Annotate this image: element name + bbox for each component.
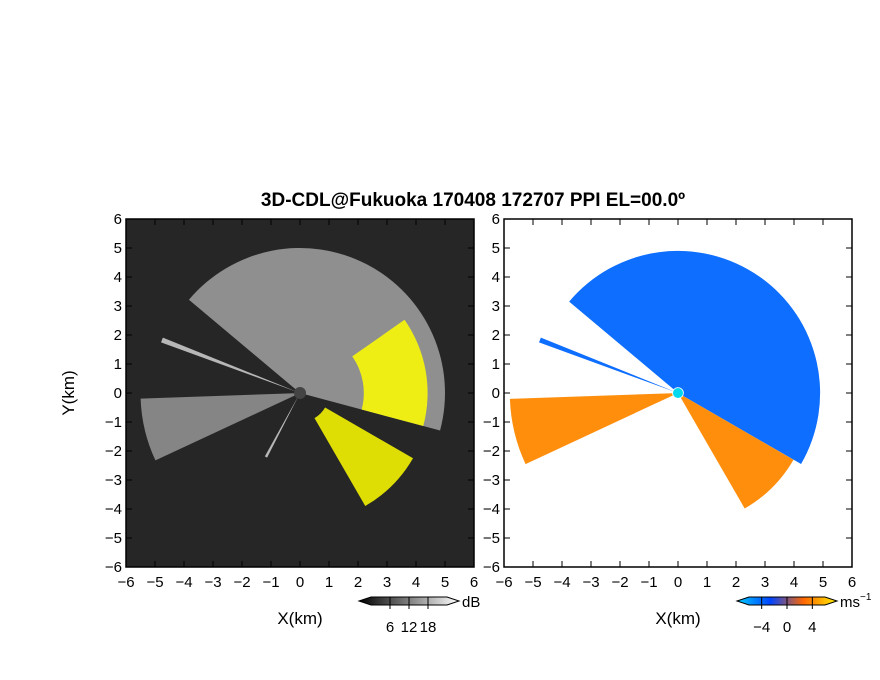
y-tick-label: −4 <box>105 501 122 518</box>
x-tick-label: −4 <box>175 574 192 591</box>
velocity-colorbar-unit-base: ms <box>840 594 860 611</box>
data-sector <box>569 250 821 465</box>
x-tick-label: 1 <box>325 574 333 591</box>
y-tick-label: −3 <box>105 472 122 489</box>
x-tick-label: −2 <box>233 574 250 591</box>
x-tick-label: 0 <box>296 574 304 591</box>
y-tick-label: 1 <box>492 356 500 373</box>
y-tick-label: 3 <box>114 298 122 315</box>
y-tick-label: −3 <box>483 472 500 489</box>
data-sector <box>140 393 295 461</box>
x-tick-label: −4 <box>553 574 570 591</box>
data-sector <box>161 337 295 392</box>
x-tick-label: −6 <box>495 574 512 591</box>
y-tick-label: 0 <box>492 385 500 402</box>
y-tick-label: −2 <box>105 443 122 460</box>
y-tick-label: 3 <box>492 298 500 315</box>
data-sector <box>539 337 673 392</box>
y-tick-label: 5 <box>114 240 122 257</box>
colorbar-tick-label: −4 <box>753 619 770 636</box>
y-tick-label: −6 <box>105 559 122 576</box>
y-tick-label: 4 <box>114 269 122 286</box>
reflectivity-field <box>140 248 445 507</box>
x-tick-label: 2 <box>732 574 740 591</box>
reflectivity-ylabel: Y(km) <box>59 370 78 415</box>
y-tick-label: 0 <box>114 385 122 402</box>
velocity-ticks: −6 −5 −4 −3 −2 −1 0 1 2 3 4 5 6 6 5 4 3 2 1 0 −1 −2 −3 −4 −5 −6 <box>483 211 856 591</box>
x-tick-label: 0 <box>674 574 682 591</box>
reflectivity-xlabel: X(km) <box>277 609 322 628</box>
x-tick-label: −3 <box>582 574 599 591</box>
x-tick-label: −3 <box>204 574 221 591</box>
y-tick-label: −4 <box>483 501 500 518</box>
x-tick-label: −1 <box>640 574 657 591</box>
x-tick-label: 4 <box>412 574 420 591</box>
x-tick-label: 5 <box>441 574 449 591</box>
velocity-panel: −6 −5 −4 −3 −2 −1 0 1 2 3 4 5 6 6 5 4 3 2 1 0 −1 −2 −3 −4 −5 −6 X… <box>483 211 856 628</box>
x-tick-label: 4 <box>790 574 798 591</box>
reflectivity-colorbar-unit: dB <box>462 594 480 611</box>
x-tick-label: 1 <box>703 574 711 591</box>
velocity-field <box>509 250 821 509</box>
figure-title: 3D-CDL@Fukuoka 170408 172707 PPI EL=00.0… <box>261 190 685 211</box>
reflectivity-colorbar: 6 12 18 dB <box>357 594 480 636</box>
radar-site-marker <box>294 387 306 399</box>
radar-site-marker-velocity <box>673 388 683 398</box>
y-tick-label: 5 <box>492 240 500 257</box>
saturated-region <box>314 407 414 507</box>
x-tick-label: −1 <box>262 574 279 591</box>
y-tick-label: −5 <box>483 530 500 547</box>
velocity-xlabel: X(km) <box>655 609 700 628</box>
velocity-colorbar-unit: ms−1 <box>840 592 872 611</box>
velocity-colorbar: −4 0 4 ms−1 <box>735 592 872 636</box>
colorbar-tick-label: 4 <box>808 619 816 636</box>
y-tick-label: 2 <box>492 327 500 344</box>
saturated-region <box>352 319 428 427</box>
x-tick-label: −6 <box>117 574 134 591</box>
velocity-colorbar-unit-exponent: −1 <box>860 592 872 603</box>
x-tick-label: −5 <box>146 574 163 591</box>
y-tick-label: −6 <box>483 559 500 576</box>
x-tick-label: 3 <box>761 574 769 591</box>
x-tick-label: 3 <box>383 574 391 591</box>
colorbar-tick-label: 0 <box>783 619 791 636</box>
data-sector <box>509 393 673 465</box>
y-tick-label: 2 <box>114 327 122 344</box>
y-tick-label: −5 <box>105 530 122 547</box>
data-sector <box>680 395 794 509</box>
reflectivity-ticks: −6 −5 −4 −3 −2 −1 0 1 2 3 4 5 6 6 5 4 3 2 1 0 −1 −2 −3 −4 −5 −6 <box>105 211 478 591</box>
y-tick-label: 1 <box>114 356 122 373</box>
y-tick-label: −2 <box>483 443 500 460</box>
y-tick-label: −1 <box>483 414 500 431</box>
data-sector <box>264 398 298 458</box>
y-tick-label: 6 <box>492 211 500 228</box>
reflectivity-panel: −6 −5 −4 −3 −2 −1 0 1 2 3 4 5 6 6 5 4 3 2 1 0 −1 −2 −3 −4 −5 −6 X… <box>59 211 478 628</box>
colorbar-tick-label: 12 <box>401 619 418 636</box>
x-tick-label: 6 <box>848 574 856 591</box>
x-tick-label: 6 <box>470 574 478 591</box>
y-tick-label: −1 <box>105 414 122 431</box>
y-tick-label: 4 <box>492 269 500 286</box>
x-tick-label: 2 <box>354 574 362 591</box>
x-tick-label: 5 <box>819 574 827 591</box>
x-tick-label: −2 <box>611 574 628 591</box>
y-tick-label: 6 <box>114 211 122 228</box>
x-tick-label: −5 <box>524 574 541 591</box>
colorbar-tick-label: 18 <box>420 619 437 636</box>
colorbar-tick-label: 6 <box>386 619 394 636</box>
